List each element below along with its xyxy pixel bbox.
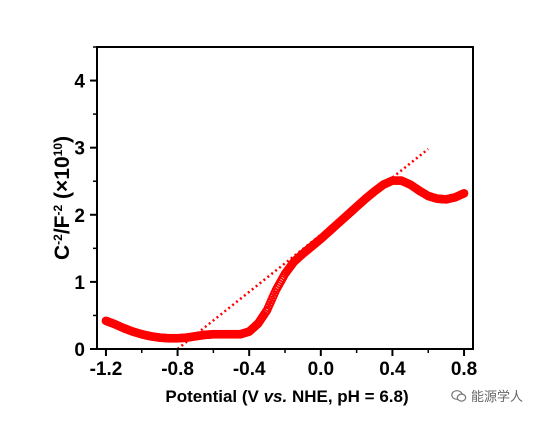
- y-tick-label: 2: [74, 206, 85, 227]
- y-tick-label: 0: [74, 340, 85, 361]
- y-axis-label: C-2/F-2 (×1010): [51, 136, 74, 260]
- y-tick-label: 3: [74, 139, 85, 160]
- x-axis-label: Potential (V vs. NHE, pH = 6.8): [165, 387, 408, 406]
- x-tick-label: -0.8: [161, 359, 194, 380]
- x-tick-label: 0.0: [308, 359, 334, 380]
- plot-area: [101, 148, 469, 350]
- watermark-text: 能源学人: [471, 390, 524, 405]
- linear-fit-line: [176, 148, 430, 350]
- x-tick-label: 0.8: [451, 359, 477, 380]
- plot-frame: [96, 46, 474, 350]
- x-tick-label: -0.4: [233, 359, 266, 380]
- y-tick-label: 1: [74, 273, 85, 294]
- x-tick-label: -1.2: [90, 359, 123, 380]
- y-tick-label: 4: [74, 72, 85, 93]
- axis-ticks: -1.2 -0.8 -0.4 0.0 0.4 0.8 0 1 2 3 4: [74, 46, 477, 380]
- watermark: 能源学人: [451, 386, 523, 405]
- data-point: [459, 188, 469, 198]
- data-point: [261, 307, 271, 317]
- wechat-icon: [451, 389, 467, 402]
- x-tick-label: 0.4: [379, 359, 406, 380]
